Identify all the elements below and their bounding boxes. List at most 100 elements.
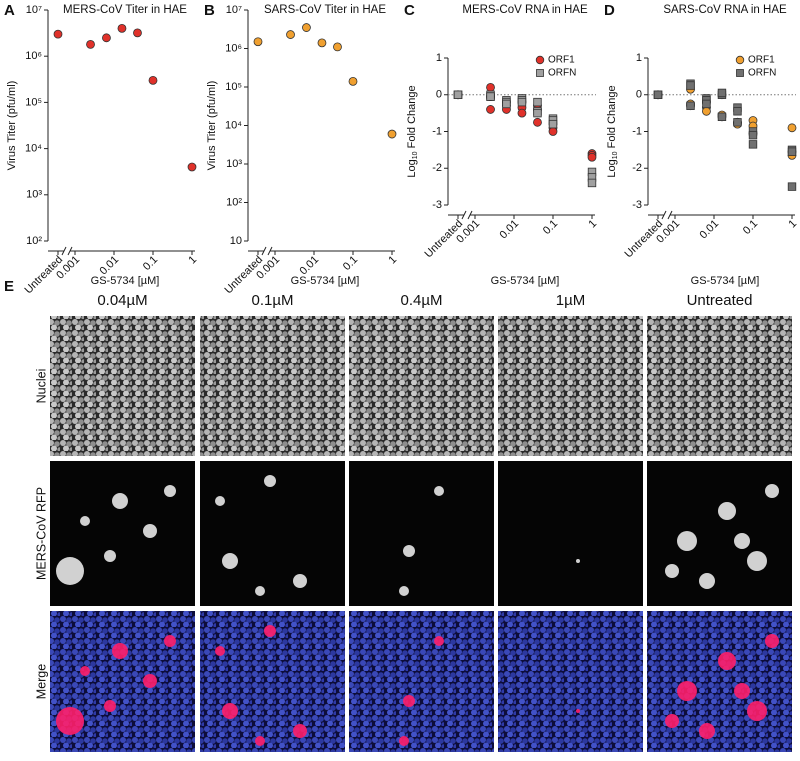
chart: B SARS-CoV Titer in HAE 10 10² 10³ 10⁴ 10⁵ 10⁶ 1…: [204, 2, 399, 296]
y-axis-label: Virus Titer (pfu/ml): [6, 81, 18, 171]
rfp-cell: [80, 516, 90, 526]
legend-label: ORF1: [748, 55, 775, 66]
point: [453, 90, 463, 99]
rfp-cell: [576, 559, 580, 563]
micrograph: [498, 611, 643, 752]
point: [148, 75, 158, 85]
rfp-cell: [293, 574, 307, 588]
point: [748, 140, 758, 149]
panel-label: A: [4, 2, 15, 19]
rfp-cell: [222, 553, 238, 569]
chart-title: SARS-CoV RNA in HAE: [663, 4, 787, 16]
micrograph: [349, 316, 494, 456]
rfp-cell: [677, 531, 697, 551]
y-tick-label: 0: [436, 89, 442, 101]
y-tick-label: 10²: [26, 235, 42, 247]
rfp-cell: [677, 681, 697, 701]
column-label: Untreated: [687, 292, 753, 309]
point: [787, 182, 797, 191]
rfp-cell: [765, 484, 779, 498]
rfp-cell: [215, 496, 225, 506]
point: [317, 38, 327, 48]
y-tick-label: 10⁶: [225, 42, 242, 54]
rfp-cell: [112, 493, 128, 509]
point: [548, 119, 558, 129]
y-tick-label: -1: [632, 125, 642, 137]
rfp-cell: [112, 643, 128, 659]
x-axis-label: GS-5734 [µM]: [291, 275, 360, 287]
rfp-cell: [104, 700, 116, 712]
point: [517, 97, 527, 107]
x-tick-label: 0.1: [141, 254, 160, 273]
y-label-sub: 10: [612, 151, 619, 159]
rfp-cell: [56, 707, 84, 735]
point: [533, 108, 542, 118]
point: [517, 108, 527, 118]
point: [286, 30, 295, 39]
y-tick-label: 10²: [226, 196, 242, 208]
column-label: 0.1µM: [252, 292, 294, 309]
x-axis-break: [261, 246, 267, 256]
y-label-text: Fold Change: [406, 85, 418, 151]
x-tick-label: 0.1: [341, 254, 360, 273]
rfp-cell: [255, 736, 265, 746]
y-tick-label: -2: [432, 162, 442, 174]
y-axis-label: Log10 Fold Change: [606, 85, 619, 177]
row-label: Nuclei: [34, 369, 48, 404]
x-tick-label: 0.01: [298, 254, 322, 278]
point: [53, 29, 63, 39]
micrograph: [498, 461, 643, 606]
y-tick-label: 10: [230, 235, 242, 247]
legend-marker: [536, 69, 544, 77]
point: [253, 37, 263, 47]
y-tick-label: -3: [632, 199, 642, 211]
rfp-cell: [718, 502, 736, 520]
panel-label: D: [604, 2, 615, 19]
rfp-cell: [264, 625, 276, 637]
micrograph: [647, 316, 792, 456]
rfp-cell: [143, 674, 157, 688]
rfp-cell: [434, 636, 444, 646]
rfp-cell: [403, 695, 415, 707]
legend-label: ORF1: [548, 55, 575, 66]
micrograph: [647, 461, 792, 606]
y-label-prefix: Log: [606, 159, 618, 177]
x-axis-label: GS-5734 [µM]: [691, 275, 760, 287]
rfp-cell: [665, 714, 679, 728]
legend-label: ORFN: [548, 68, 576, 79]
y-label-sub: 10: [412, 151, 419, 159]
rfp-cell: [699, 573, 715, 589]
rfp-cell: [765, 634, 779, 648]
y-label-text: Virus Titer (pfu/ml): [206, 81, 218, 171]
point: [86, 40, 95, 49]
chart: D SARS-CoV RNA in HAE -3 -2 -1 0 1 Log10 Fold C…: [604, 2, 799, 287]
y-tick-label: 10³: [226, 158, 242, 170]
column-label: 0.4µM: [401, 292, 443, 309]
point: [117, 23, 127, 33]
point: [533, 117, 542, 127]
x-tick-label: 1: [186, 254, 199, 267]
rfp-cell: [264, 475, 276, 487]
y-tick-label: 10⁶: [25, 50, 42, 62]
point: [486, 92, 495, 101]
point: [348, 76, 358, 86]
point: [587, 152, 597, 162]
column-label: 0.04µM: [97, 292, 147, 309]
point: [548, 127, 558, 136]
x-tick-label: 1: [386, 254, 399, 267]
y-tick-label: 10⁵: [25, 96, 42, 108]
point: [102, 33, 111, 43]
point: [653, 90, 663, 99]
rfp-cell: [215, 646, 225, 656]
micrograph: [349, 461, 494, 606]
micrograph: [647, 611, 792, 752]
y-tick-label: 10⁷: [226, 4, 242, 16]
chart-title: MERS-CoV Titer in HAE: [63, 4, 187, 16]
y-tick-label: 10³: [26, 189, 42, 201]
point: [502, 99, 511, 109]
row-label: Merge: [34, 664, 48, 699]
x-tick-label: 0.01: [98, 254, 122, 278]
rfp-cell: [734, 683, 750, 699]
row-label: MERS-CoV RFP: [34, 487, 48, 580]
y-tick-label: -1: [432, 125, 442, 137]
